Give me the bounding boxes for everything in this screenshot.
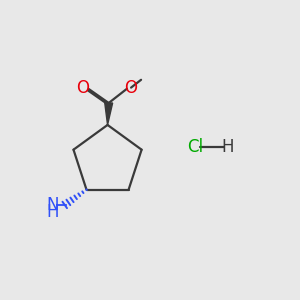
Text: N: N [46,196,59,214]
Text: Cl: Cl [187,138,203,156]
Polygon shape [105,103,112,125]
Text: O: O [124,79,138,97]
Text: O: O [76,80,89,98]
Text: H: H [46,203,59,221]
Text: H: H [221,138,234,156]
